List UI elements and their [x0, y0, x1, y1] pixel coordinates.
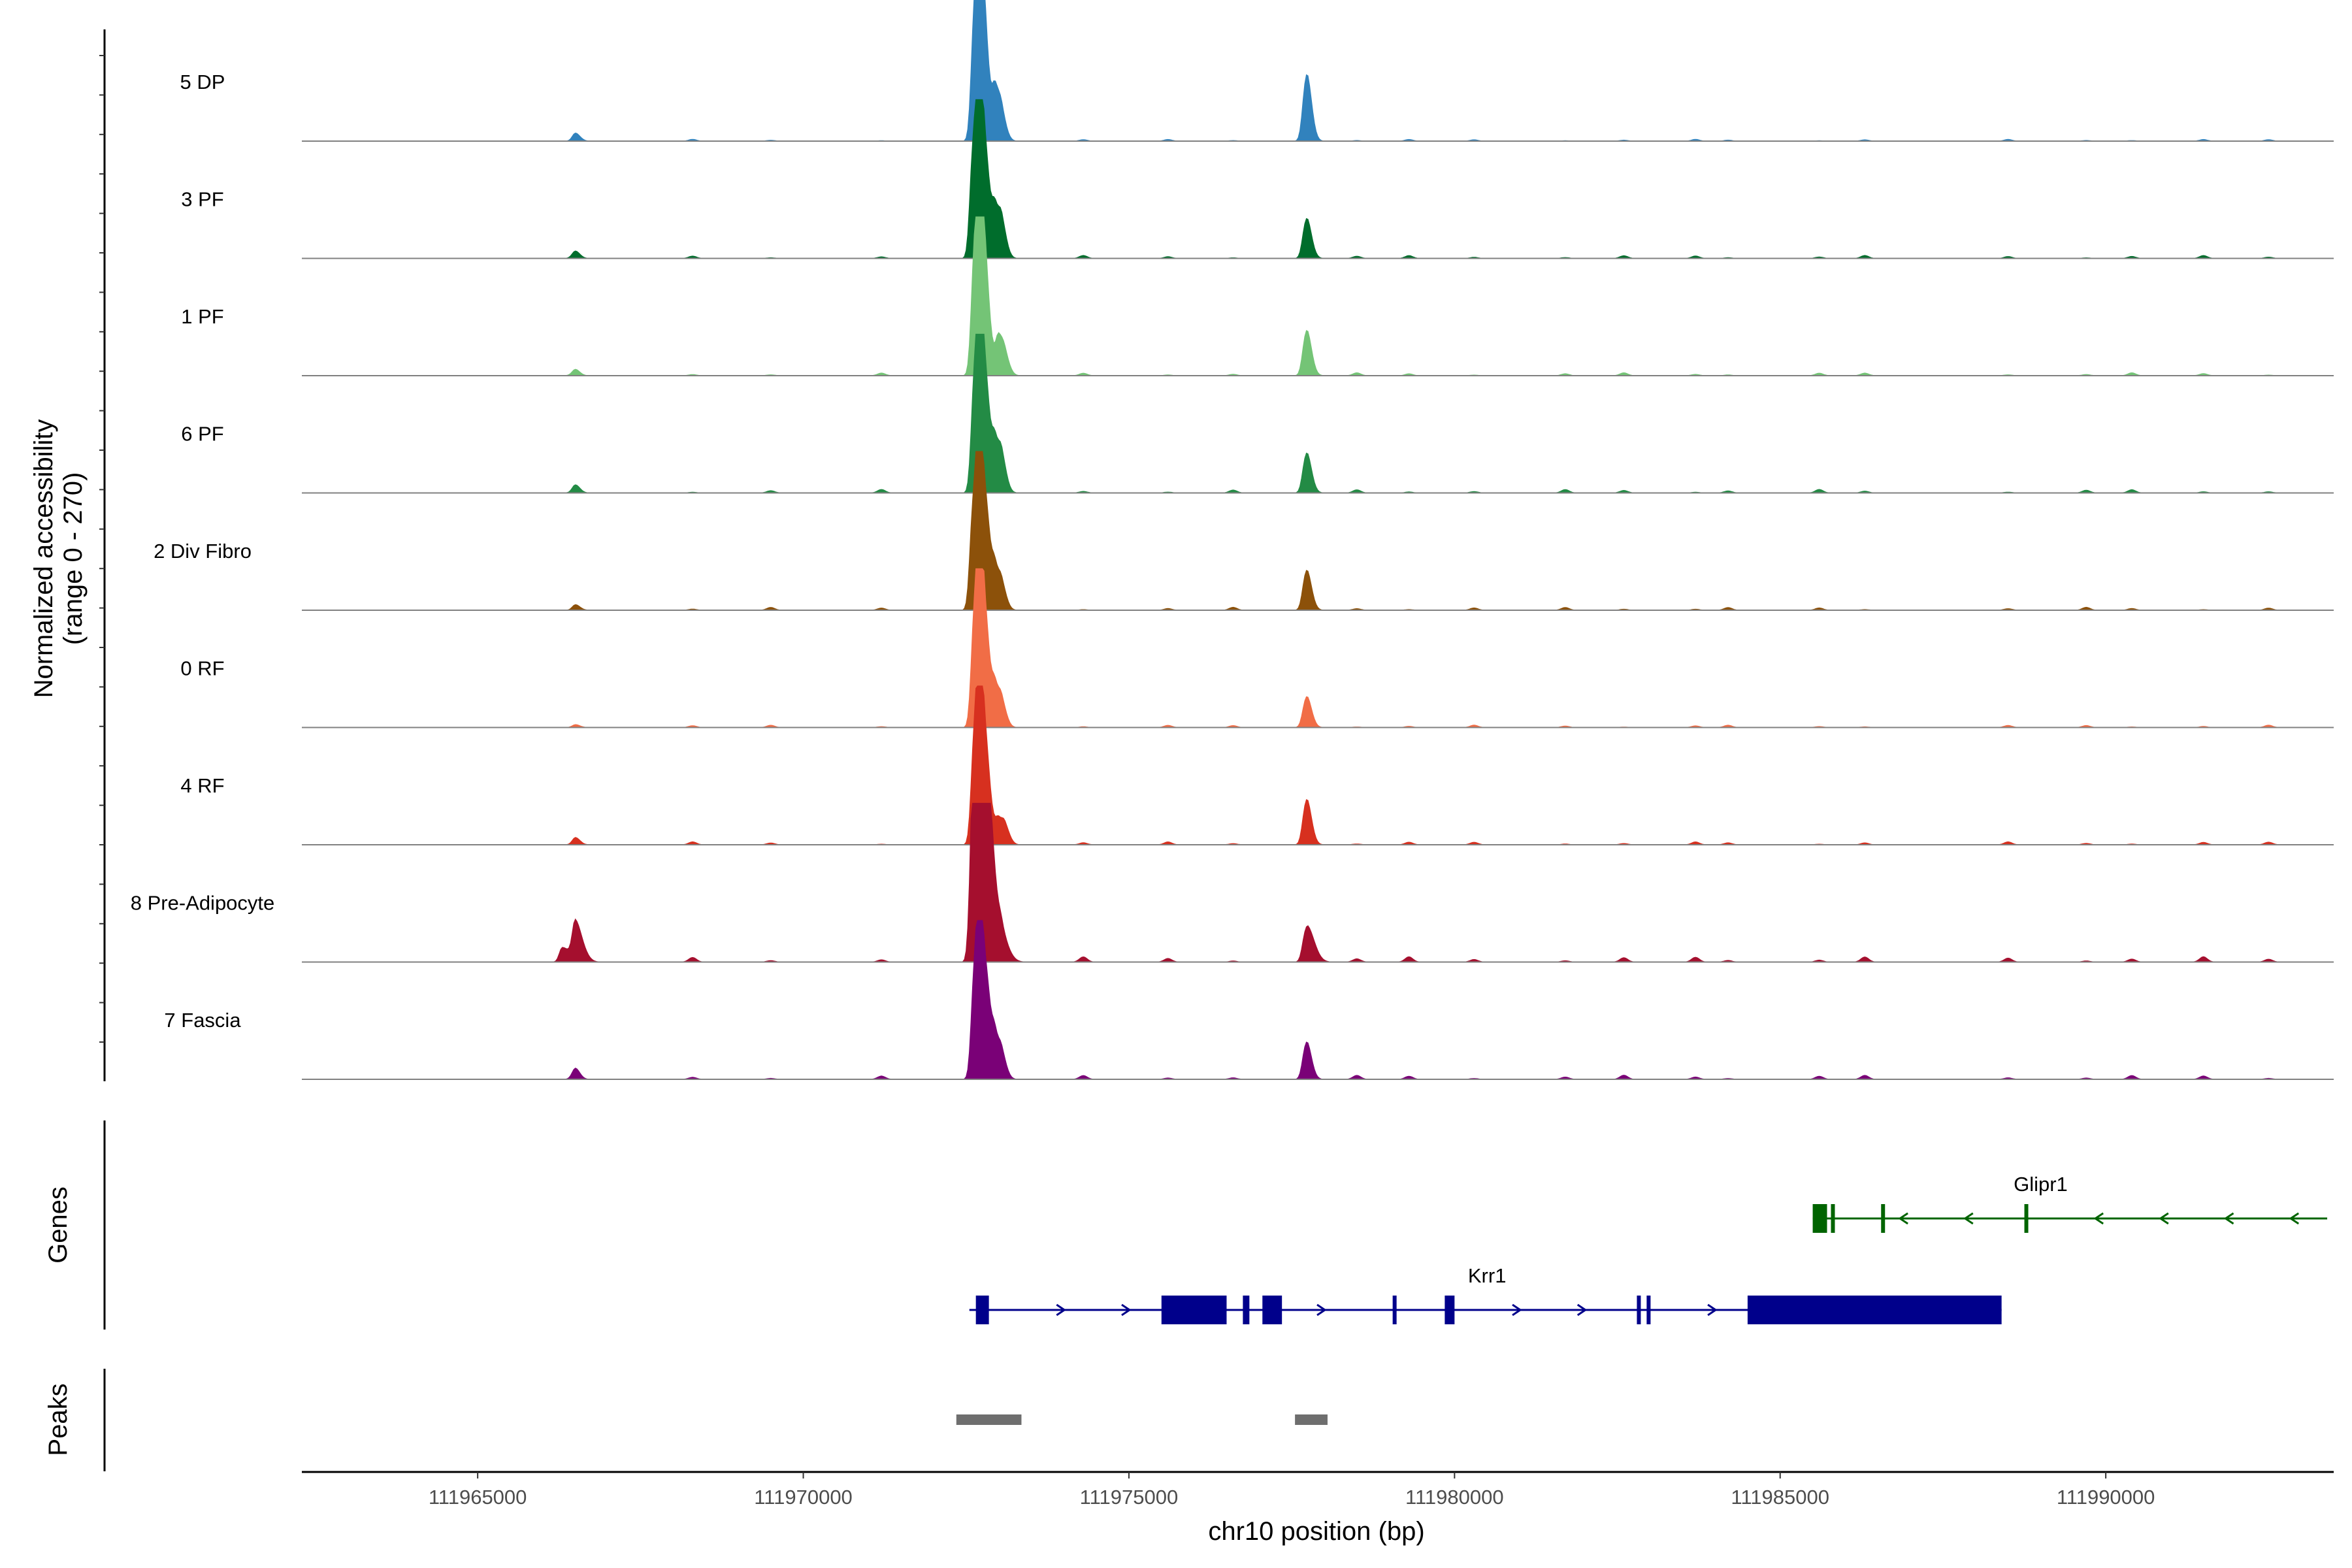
x-tick-label: 111970000 — [754, 1486, 853, 1509]
track-label: 6 PF — [181, 423, 223, 446]
gene-exon — [1812, 1204, 1827, 1233]
peak-track — [956, 1414, 1328, 1425]
gene-glipr1: Glipr1 — [1812, 1173, 2328, 1233]
strand-arrow — [1512, 1303, 1522, 1316]
gene-exon — [1445, 1296, 1455, 1324]
gene-exon — [1646, 1296, 1651, 1324]
coverage-tracks: 5 DP 3 PF 1 PF 6 PF 2 Div Fibro 0 RF 4 RF 8 Pre… — [131, 0, 2334, 1080]
strand-arrow — [1121, 1303, 1132, 1316]
gene-label: Glipr1 — [2014, 1173, 2068, 1196]
x-tick-label: 111990000 — [2057, 1486, 2155, 1509]
track-label: 0 RF — [180, 657, 224, 680]
peak — [1295, 1414, 1328, 1425]
coverage-track-6-pf: 6 PF — [181, 333, 2334, 494]
track-label: 4 RF — [180, 774, 224, 797]
coverage-track-1-pf: 1 PF — [181, 216, 2334, 376]
track-label: 7 Fascia — [164, 1009, 241, 1032]
gene-exon — [1392, 1296, 1397, 1324]
gene-krr1: Krr1 — [969, 1264, 2002, 1324]
x-axis-title: chr10 position (bp) — [1208, 1517, 1424, 1546]
track-label: 2 Div Fibro — [154, 540, 252, 563]
x-tick-label: 111985000 — [1731, 1486, 1829, 1509]
y-axis-title: Normalized accessibility — [29, 419, 58, 698]
coverage-y-ticks — [99, 55, 105, 1043]
strand-arrow — [2289, 1212, 2300, 1225]
coverage-track-7-fascia: 7 Fascia — [164, 920, 2334, 1080]
y-axis-range: (range 0 - 270) — [59, 472, 88, 645]
gene-exon — [1262, 1296, 1282, 1324]
genes-label: Genes — [44, 1186, 73, 1264]
coverage-track-0-rf: 0 RF — [180, 568, 2334, 728]
coverage-track-8-pre-adipocyte: 8 Pre-Adipocyte — [131, 802, 2334, 963]
peak — [956, 1414, 1022, 1425]
peaks-label: Peaks — [44, 1383, 73, 1456]
strand-arrow — [2093, 1212, 2104, 1225]
x-tick-label: 111975000 — [1080, 1486, 1179, 1509]
strand-arrow — [1316, 1303, 1327, 1316]
strand-arrow — [1898, 1212, 1908, 1225]
strand-arrow — [1576, 1303, 1588, 1316]
gene-track: Glipr1 Krr1 — [969, 1173, 2328, 1324]
coverage-track-5-dp: 5 DP — [180, 0, 2334, 142]
coverage-track-3-pf: 3 PF — [181, 99, 2334, 259]
strand-arrow — [2223, 1212, 2234, 1225]
track-label: 8 Pre-Adipocyte — [131, 892, 275, 915]
strand-arrow — [2159, 1212, 2169, 1225]
gene-exon — [1831, 1204, 1835, 1233]
track-label: 3 PF — [181, 188, 223, 211]
gene-exon — [1243, 1296, 1250, 1324]
x-tick-label: 111965000 — [429, 1486, 527, 1509]
gene-exon — [2024, 1204, 2029, 1233]
gene-label: Krr1 — [1468, 1264, 1507, 1287]
strand-arrow — [1963, 1212, 1974, 1225]
gene-exon — [1881, 1204, 1886, 1233]
track-label: 5 DP — [180, 71, 225, 93]
x-tick-label: 111980000 — [1405, 1486, 1504, 1509]
coverage-track-2-div-fibro: 2 Div Fibro — [154, 451, 2334, 611]
gene-exon — [1747, 1296, 2002, 1324]
strand-arrow — [1707, 1303, 1718, 1316]
strand-arrow — [1056, 1303, 1066, 1316]
gene-exon — [1161, 1296, 1227, 1324]
track-label: 1 PF — [181, 305, 223, 328]
x-axis-ticks: 111965000 111970000 111975000 111980000 1119… — [429, 1472, 2155, 1509]
gene-exon — [975, 1296, 989, 1324]
gene-exon — [1637, 1296, 1641, 1324]
coverage-track-4-rf: 4 RF — [180, 685, 2334, 845]
